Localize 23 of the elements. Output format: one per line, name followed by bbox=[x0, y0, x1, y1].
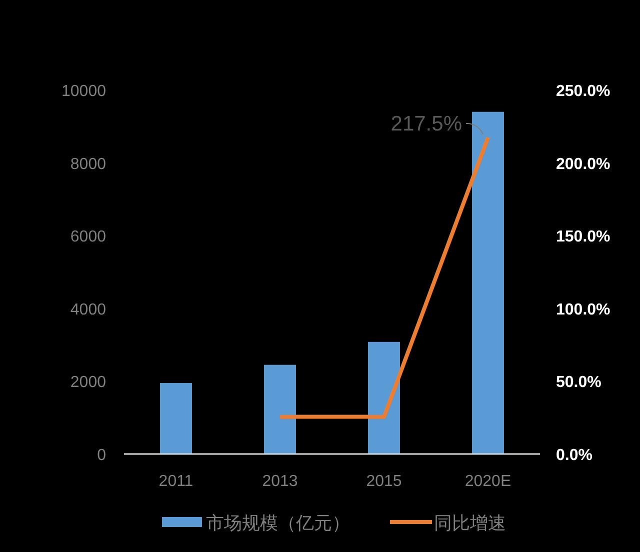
y-tick-label: 6000 bbox=[70, 228, 106, 246]
y-tick-label: 10000 bbox=[62, 83, 106, 100]
y-tick-label: 2000 bbox=[70, 374, 106, 392]
legend-label: 同比增速 bbox=[434, 513, 506, 533]
x-tick-label: 2020E bbox=[464, 473, 512, 490]
y2-tick-label: 250.0% bbox=[556, 83, 610, 100]
y-tick-label: 0 bbox=[97, 447, 106, 464]
x-tick-label: 2013 bbox=[262, 473, 298, 490]
x-tick-label: 2015 bbox=[366, 473, 402, 490]
bar bbox=[368, 342, 400, 454]
y2-tick-label: 150.0% bbox=[556, 228, 610, 246]
y-tick-label: 8000 bbox=[70, 156, 106, 173]
data-label: 217.5% bbox=[390, 112, 462, 136]
y2-tick-label: 200.0% bbox=[556, 156, 610, 173]
x-tick-label: 2011 bbox=[158, 473, 194, 490]
y-tick-label: 4000 bbox=[70, 301, 106, 318]
bar bbox=[472, 112, 504, 454]
y2-tick-label: 100.0% bbox=[556, 301, 610, 318]
bar bbox=[264, 364, 296, 454]
bar bbox=[160, 383, 192, 454]
y2-tick-label: 50.0% bbox=[556, 374, 602, 392]
y2-tick-label: 0.0% bbox=[556, 447, 592, 464]
legend-label: 市场规模（亿元） bbox=[206, 513, 350, 533]
